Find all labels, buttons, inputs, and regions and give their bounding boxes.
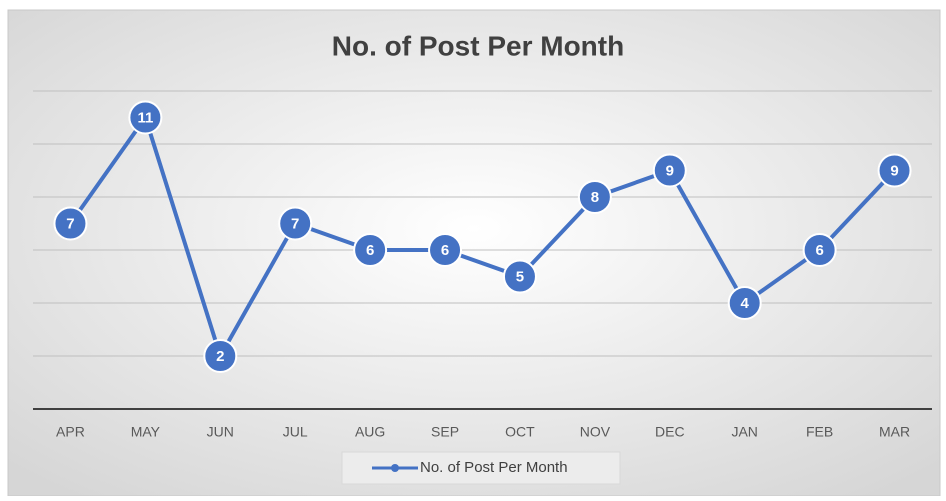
x-tick-label: NOV: [580, 424, 611, 440]
legend-label: No. of Post Per Month: [420, 459, 568, 476]
x-tick-label: AUG: [355, 424, 385, 440]
x-tick-label: FEB: [806, 424, 833, 440]
data-point: [652, 153, 687, 188]
data-label: 7: [291, 215, 299, 232]
data-label: 6: [441, 242, 449, 259]
data-label: 6: [815, 242, 823, 259]
data-label: 9: [890, 162, 898, 179]
data-label: 2: [216, 348, 224, 365]
data-label: 7: [66, 215, 74, 232]
data-point: [203, 339, 238, 373]
data-label: 4: [741, 295, 750, 312]
data-point: [802, 233, 837, 267]
data-label: 5: [516, 268, 524, 285]
data-point: [278, 206, 313, 241]
x-tick-label: JUN: [207, 424, 234, 440]
data-point: [877, 153, 912, 188]
x-tick-label: JAN: [731, 424, 757, 440]
data-label: 11: [137, 109, 153, 126]
x-tick-label: OCT: [505, 424, 535, 440]
data-label: 8: [591, 189, 599, 206]
data-label: 6: [366, 242, 374, 259]
data-label: 9: [666, 162, 674, 179]
data-point: [428, 233, 463, 267]
legend-marker: [391, 464, 399, 472]
x-tick-label: APR: [56, 424, 85, 440]
data-point: [577, 180, 612, 214]
data-point: [502, 259, 537, 294]
data-point: [353, 233, 388, 267]
x-tick-label: SEP: [431, 424, 459, 440]
x-tick-label: JUL: [283, 424, 308, 440]
data-point: [128, 100, 163, 135]
data-point: [727, 286, 762, 320]
chart-title: No. of Post Per Month: [332, 30, 624, 61]
x-tick-label: MAR: [879, 424, 910, 440]
data-point: [53, 206, 88, 241]
x-tick-label: DEC: [655, 424, 685, 440]
x-tick-label: MAY: [131, 424, 161, 440]
